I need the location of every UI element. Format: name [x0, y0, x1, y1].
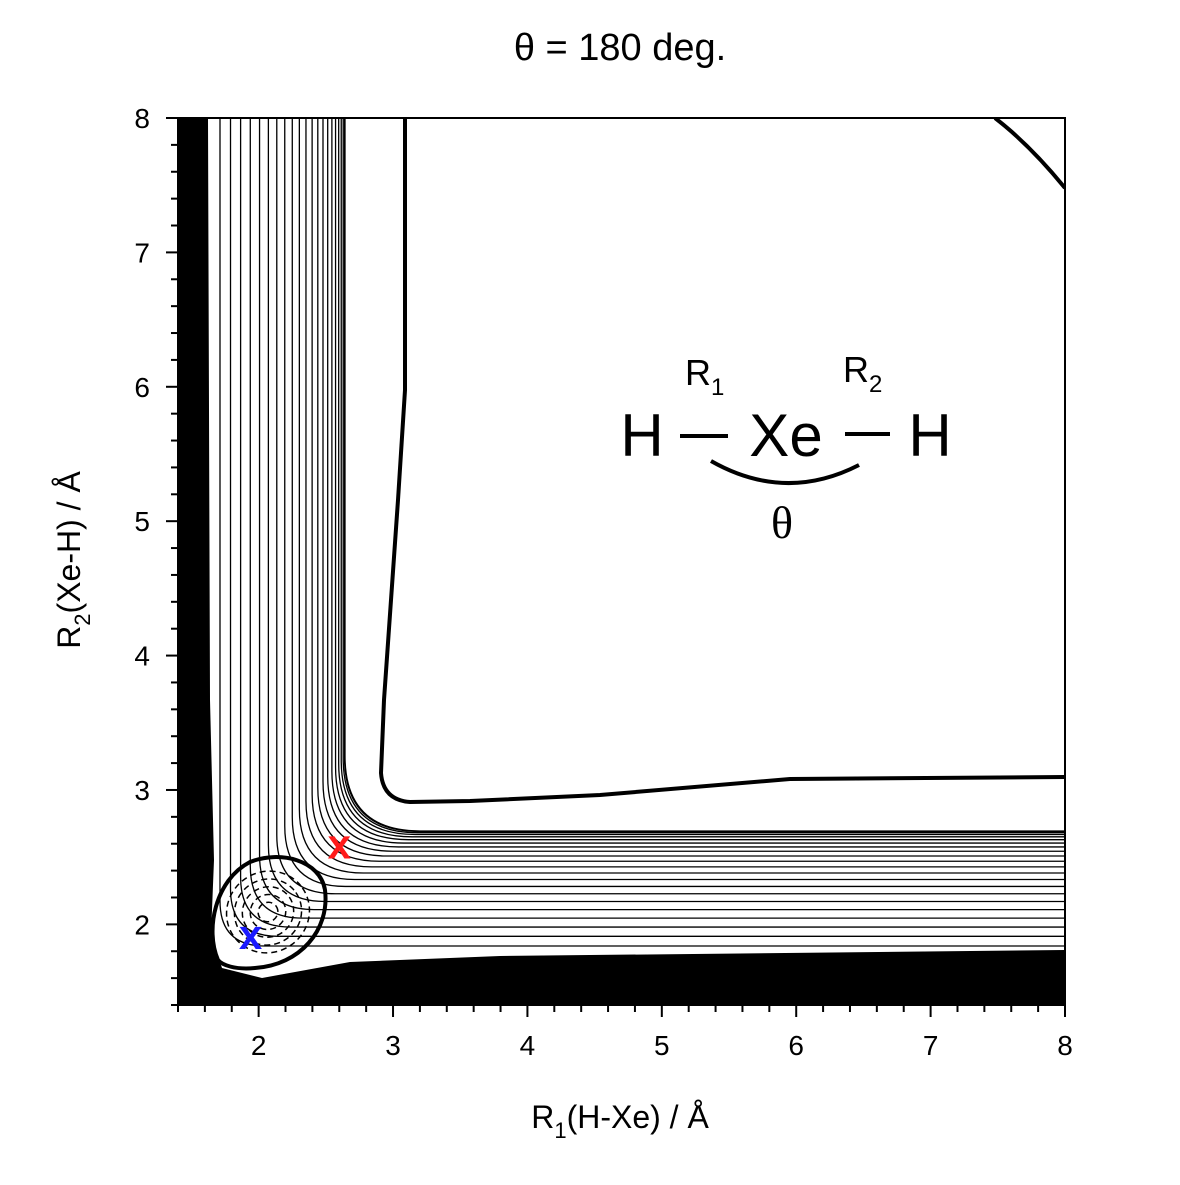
label-part: R	[531, 1099, 554, 1135]
contour-dashed	[225, 870, 311, 954]
contour-line	[298, 118, 1065, 874]
x-tick-label: 3	[385, 1030, 401, 1061]
x-tick-label: 4	[520, 1030, 536, 1061]
contour-line	[338, 118, 1065, 838]
label-part: R	[51, 626, 87, 649]
y-tick-label: 2	[134, 909, 150, 940]
r2-label: R2	[843, 349, 882, 398]
contour-line	[284, 118, 1065, 888]
contour-dashed	[233, 878, 303, 946]
chart-title: θ = 180 deg.	[514, 27, 726, 69]
contour-line	[239, 118, 1065, 928]
molecule-diagram: H Xe H R1 R2 θ	[620, 349, 951, 548]
label-sub: 1	[554, 1118, 566, 1143]
r1-label: R1	[685, 352, 724, 401]
contour-line	[276, 118, 1065, 895]
y-tick-label: 4	[134, 641, 150, 672]
contour-dashed	[249, 893, 287, 931]
contour-line	[327, 118, 1065, 848]
contour-line	[258, 118, 1065, 911]
label-sub: 1	[711, 374, 724, 401]
contour-dashed	[257, 901, 279, 923]
contour-thick	[378, 118, 1065, 805]
atom: Xe	[749, 402, 822, 469]
dense-contours	[178, 118, 1065, 1005]
contour-line	[322, 118, 1065, 852]
x-tick-label: 7	[923, 1030, 939, 1061]
y-tick-label: 7	[134, 237, 150, 268]
label-part: (Xe-H) / Å	[51, 471, 87, 614]
contour-line	[311, 118, 1065, 862]
x-tick-label: 2	[251, 1030, 267, 1061]
contour-line	[317, 118, 1065, 857]
y-axis-label: R2(Xe-H) / Å	[51, 471, 95, 649]
contour-line	[340, 118, 1065, 836]
contour-well	[210, 855, 328, 971]
angle-label: θ	[771, 497, 793, 548]
plot-frame	[177, 117, 1066, 1006]
x-tick-label: 6	[788, 1030, 804, 1061]
label-part: (H-Xe) / Å	[567, 1099, 710, 1135]
contours	[178, 118, 1065, 1005]
x-tick-label: 8	[1057, 1030, 1073, 1061]
angle-arc	[710, 459, 860, 486]
y-tick-label: 6	[134, 372, 150, 403]
contour-line	[334, 118, 1065, 841]
x-tick-label: 5	[654, 1030, 670, 1061]
contour-line	[291, 118, 1065, 881]
contour-line	[343, 118, 1065, 833]
contour-line	[331, 118, 1065, 844]
label-sub: 2	[70, 613, 95, 625]
contour-line	[342, 118, 1065, 834]
contour-line	[249, 118, 1065, 919]
atom: H	[620, 402, 663, 469]
contour-line	[219, 118, 1065, 947]
stationary-point: x	[239, 911, 263, 958]
y-tick-label: 8	[134, 103, 150, 134]
stationary-point: x	[328, 821, 352, 868]
contour-line	[229, 118, 1065, 937]
label-sub: 2	[869, 371, 882, 398]
contour-line	[344, 118, 1065, 832]
label-part: R	[843, 349, 869, 390]
label-part: R	[685, 352, 711, 393]
contour-line	[305, 118, 1065, 868]
contour-line	[267, 118, 1065, 903]
contour-thick	[993, 118, 1065, 190]
y-tick-label: 5	[134, 506, 150, 537]
atom: H	[908, 402, 951, 469]
y-tick-label: 3	[134, 775, 150, 806]
x-axis-label: R1(H-Xe) / Å	[531, 1099, 709, 1143]
